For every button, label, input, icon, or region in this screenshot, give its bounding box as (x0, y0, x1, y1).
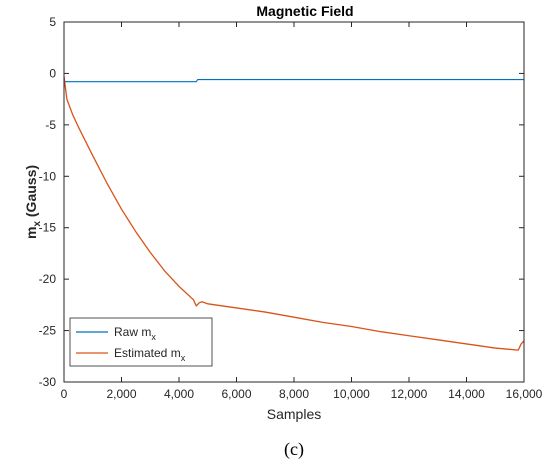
x-tick-label: 14,000 (448, 387, 485, 401)
x-tick-label: 2,000 (106, 387, 136, 401)
y-tick-label: -30 (39, 375, 57, 389)
y-tick-label: 5 (49, 15, 56, 29)
x-tick-label: 8,000 (279, 387, 309, 401)
y-axis-title-main: m (23, 227, 39, 239)
y-tick-label: -20 (39, 272, 57, 286)
x-tick-label: 10,000 (333, 387, 370, 401)
x-tick-label: 12,000 (391, 387, 428, 401)
y-axis-title: mx (Gauss) (23, 165, 43, 239)
ticks-layer: 0 2,000 4,000 6,000 8,000 10,000 12,000 14,000 1… (39, 15, 543, 401)
figure-caption: (c) (284, 439, 304, 460)
y-axis-title-unit: (Gauss) (23, 165, 39, 221)
x-tick-label: 0 (61, 387, 68, 401)
y-axis-title-sub: x (32, 221, 43, 227)
series-line-estimated-mx (63, 76, 525, 351)
x-tick-label: 6,000 (221, 387, 251, 401)
y-tick-label: 0 (49, 66, 56, 80)
y-tick-label: -25 (39, 324, 57, 338)
x-tick-label: 4,000 (164, 387, 194, 401)
y-tick-label: -5 (45, 118, 56, 132)
legend-label-raw: Raw mx (114, 325, 156, 342)
legend-box (69, 317, 213, 367)
chart-title: Magnetic Field (256, 3, 353, 19)
x-axis-title: Samples (267, 406, 321, 422)
legend-label-estimated: Estimated mx (114, 346, 186, 363)
series-layer (63, 76, 525, 351)
series-line-raw-mx (64, 79, 524, 83)
x-tick-label: 16,000 (506, 387, 543, 401)
y-tick-label: -15 (39, 221, 57, 235)
y-tick-label: -10 (39, 169, 57, 183)
plot-frame (63, 21, 525, 383)
legend: Raw mx Estimated mx (69, 317, 213, 367)
